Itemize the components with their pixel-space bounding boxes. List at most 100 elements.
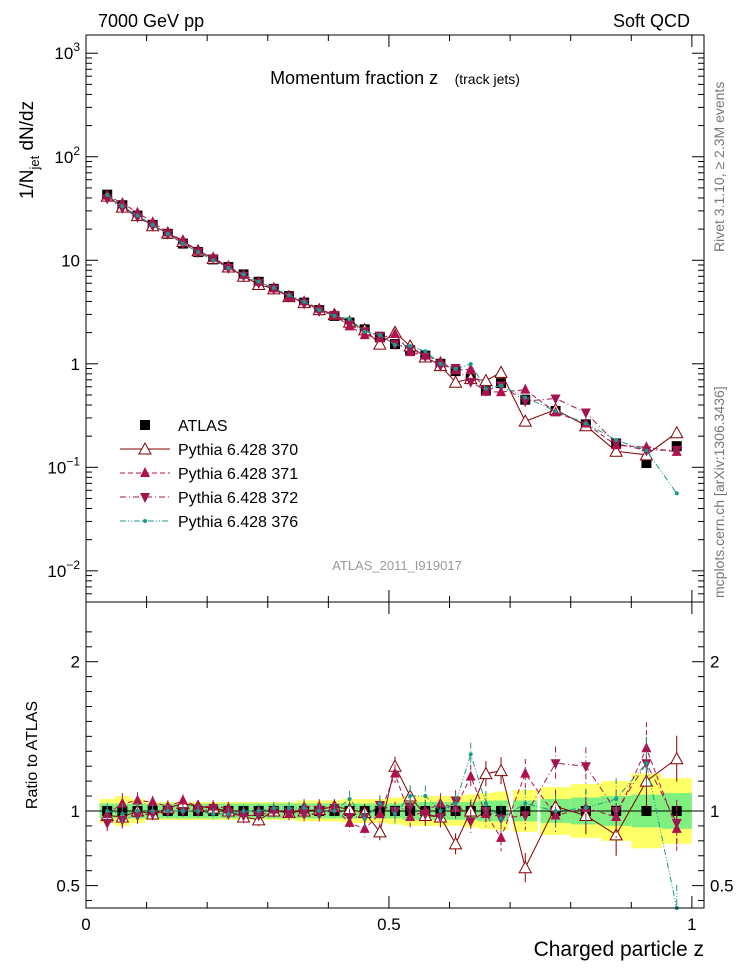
main-data-point [483,386,488,391]
main-data-point [135,213,140,218]
ratio-data-point [438,808,443,813]
ratio-data-point [196,808,201,813]
main-data-point [468,362,473,367]
ratio-y-tick-label: 0.5 [56,877,80,896]
main-data-point [120,204,125,209]
main-data-point [580,408,591,419]
ratio-data-point [165,808,170,813]
ratio-data-point [102,818,113,829]
main-data-point [641,458,652,469]
main-data-point [674,491,679,496]
legend-label: Pythia 6.428 376 [178,514,298,531]
ratio-data-point [580,762,591,773]
ratio-data-point [393,811,397,816]
legend-marker [138,441,152,455]
ratio-data-point [390,767,400,778]
legend-entry-1: Pythia 6.428 370 [120,441,298,459]
main-data-point [523,395,528,400]
ratio-data-point [211,811,216,816]
ratio-y-tick-label-right: 2 [710,653,719,672]
y-tick-label: 10 [61,251,80,270]
ratio-data-point [147,809,158,820]
main-data-point [105,192,110,197]
ratio-data-point [479,766,493,780]
main-data-point [465,377,476,388]
legend: ATLAS Pythia 6.428 370 Pythia 6.428 371 Pyt… [120,418,298,531]
ratio-data-point [408,794,413,799]
main-data-point [423,349,428,354]
ratio-data-point [520,811,531,822]
ratio-data-point [550,759,561,770]
main-data-point [609,444,623,457]
header-category: Soft QCD [613,11,690,31]
main-data-point [420,352,431,363]
ratio-data-point [241,808,246,813]
ratio-y-tick-label-right: 1 [710,802,719,821]
main-data-point [226,265,231,270]
main-data-point [438,361,443,366]
ratio-data-point [468,752,473,757]
main-data-point [165,231,170,236]
legend-marker [140,467,150,477]
main-data-point [373,337,387,350]
ratio-data-point [671,818,682,829]
main-data-point [520,383,531,394]
chart-subtitle: (track jets) [455,71,520,87]
ratio-data-point [223,801,234,812]
y-tick-label: 102 [54,144,80,167]
y-tick-label: 10−2 [47,558,80,581]
main-data-point [256,279,261,284]
main-data-point [302,299,307,304]
ratio-data-point [499,816,504,821]
ratio-data-point [105,808,110,813]
series-line-main [106,194,678,494]
main-data-point [241,272,246,277]
ratio-data-point [641,742,652,753]
series-line-main [106,195,677,453]
ratio-data-point [496,831,507,842]
main-data-point [332,313,337,318]
main-data-point [132,212,143,223]
ratio-data-point [483,801,488,806]
ratio-data-point [120,811,125,816]
chart-title-main: Momentum fraction z [270,68,438,88]
main-data-point [550,394,561,405]
main-data-point [499,383,504,388]
plot-marks [100,189,684,910]
ratio-data-point [150,808,155,813]
main-data-point [286,293,291,298]
ratio-data-point [614,797,619,802]
ratio-data-point [609,827,623,841]
ratio-data-point [453,801,458,806]
main-data-point [196,250,201,255]
main-data-point [448,375,463,388]
ratio-data-point [317,808,322,813]
legend-entry-4: Pythia 6.428 376 [120,514,298,531]
ratio-data-point [550,809,561,820]
ratio-data-point [480,806,491,817]
ratio-data-point [117,797,128,808]
ratio-y-axis-label: Ratio to ATLAS [24,701,41,809]
main-data-point [377,333,382,338]
legend-entry-2: Pythia 6.428 371 [120,466,298,483]
main-data-point [553,408,558,413]
series-4 [105,192,679,910]
ratio-data-point [347,797,352,802]
ratio-data-point [268,806,279,817]
ratio-data-point [344,812,355,823]
main-data-point [299,299,310,310]
main-data-point [583,421,588,426]
main-data-point [117,204,128,215]
ratio-data-point [523,801,528,806]
main-data-point [317,308,322,313]
ratio-data-point [420,809,431,820]
ratio-y-tick-label: 1 [71,802,80,821]
ratio-data-point [553,808,558,813]
ratio-data-point [286,805,291,810]
main-data-point [405,344,416,355]
ratio-data-point [362,816,367,821]
main-data-point [480,386,491,397]
ratio-plot-frame [85,601,705,909]
